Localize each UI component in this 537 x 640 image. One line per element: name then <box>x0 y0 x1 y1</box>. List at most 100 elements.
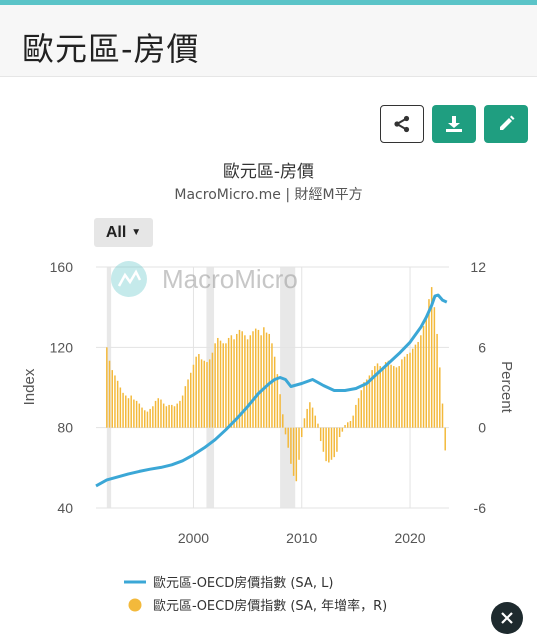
y-left-tick-label: 80 <box>57 420 73 436</box>
bar <box>282 414 284 428</box>
bar <box>152 406 154 428</box>
bar <box>328 427 330 463</box>
bar <box>189 372 192 428</box>
bar <box>214 343 216 428</box>
bar <box>203 360 206 428</box>
bar <box>246 339 249 428</box>
share-button[interactable] <box>380 105 424 143</box>
bar <box>311 407 314 428</box>
bar <box>436 333 438 428</box>
bar <box>141 407 143 428</box>
bar <box>325 427 327 462</box>
bar <box>217 337 219 428</box>
bar <box>411 348 414 428</box>
watermark-text: MacroMicro <box>162 264 298 294</box>
watermark-logo-icon <box>111 261 147 297</box>
bar <box>271 343 273 428</box>
x-tick-label: 2020 <box>394 530 425 546</box>
bar <box>290 427 292 464</box>
bar <box>409 352 411 428</box>
bar <box>365 379 368 428</box>
bar <box>219 340 222 428</box>
share-icon <box>394 115 410 133</box>
bar <box>441 403 444 428</box>
bar <box>344 424 346 428</box>
bar <box>198 354 200 428</box>
range-selector[interactable]: All ▼ <box>94 218 153 247</box>
bar <box>127 398 130 428</box>
pencil-icon <box>500 115 515 130</box>
bar <box>114 375 116 428</box>
bar <box>143 410 146 428</box>
bar <box>284 427 287 435</box>
legend-item-label: 歐元區-OECD房價指數 (SA, 年增率，R) <box>153 598 387 614</box>
bar <box>162 403 165 428</box>
bar <box>233 339 235 428</box>
bar <box>146 411 149 428</box>
bar <box>338 427 341 438</box>
bar <box>300 427 303 438</box>
y-left-axis-label: Index <box>21 368 38 405</box>
bar <box>111 370 113 428</box>
y-right-tick-label: 6 <box>478 339 486 355</box>
download-button[interactable] <box>432 105 476 143</box>
download-icon <box>446 116 462 132</box>
bar <box>287 427 289 448</box>
bar <box>379 366 381 428</box>
bar <box>236 333 238 428</box>
y-right-tick-label: -6 <box>474 500 487 516</box>
bar <box>317 423 319 428</box>
bar <box>252 331 254 428</box>
bar <box>168 404 170 428</box>
bar <box>273 356 276 428</box>
bar <box>133 399 135 428</box>
bar <box>276 374 279 428</box>
bar <box>390 364 392 428</box>
bar <box>122 392 124 428</box>
page-header: 歐元區-房價 <box>0 5 537 77</box>
bar <box>303 418 306 428</box>
close-button[interactable] <box>491 602 523 634</box>
bar <box>319 427 322 442</box>
y-right-tick-label: 12 <box>470 259 486 275</box>
chart-title: 歐元區-房價 <box>222 162 315 182</box>
bar <box>211 352 214 428</box>
watermark-logo <box>111 261 147 297</box>
bar <box>116 380 119 428</box>
bar <box>355 404 357 428</box>
page-title: 歐元區-房價 <box>22 30 200 68</box>
bar <box>368 375 371 428</box>
chart-subtitle: MacroMicro.me | 財經M平方 <box>174 187 363 203</box>
bar <box>306 408 308 428</box>
bar <box>336 427 338 452</box>
bar <box>357 398 360 428</box>
bar <box>433 307 436 428</box>
bar <box>417 341 419 428</box>
series-line <box>95 293 448 488</box>
bar <box>184 386 187 428</box>
bar <box>165 406 168 428</box>
bar <box>330 427 333 460</box>
bar <box>333 427 335 458</box>
bar <box>119 387 122 428</box>
bar <box>192 364 195 428</box>
bar <box>428 299 430 428</box>
bar <box>206 362 208 428</box>
bar <box>154 400 157 428</box>
bar <box>349 420 352 428</box>
bar <box>363 382 365 428</box>
edit-button[interactable] <box>484 105 528 143</box>
bar <box>160 399 162 428</box>
caret-down-icon: ▼ <box>131 227 142 238</box>
bar <box>279 394 281 428</box>
bar <box>314 415 317 428</box>
legend-item-label: 歐元區-OECD房價指數 (SA, L) <box>153 575 333 591</box>
bar <box>263 327 265 428</box>
bar <box>244 335 246 428</box>
bar <box>249 335 252 428</box>
bar <box>171 404 173 428</box>
bar <box>106 347 108 428</box>
bar <box>444 427 446 451</box>
bar <box>439 367 441 428</box>
bar <box>401 359 403 428</box>
